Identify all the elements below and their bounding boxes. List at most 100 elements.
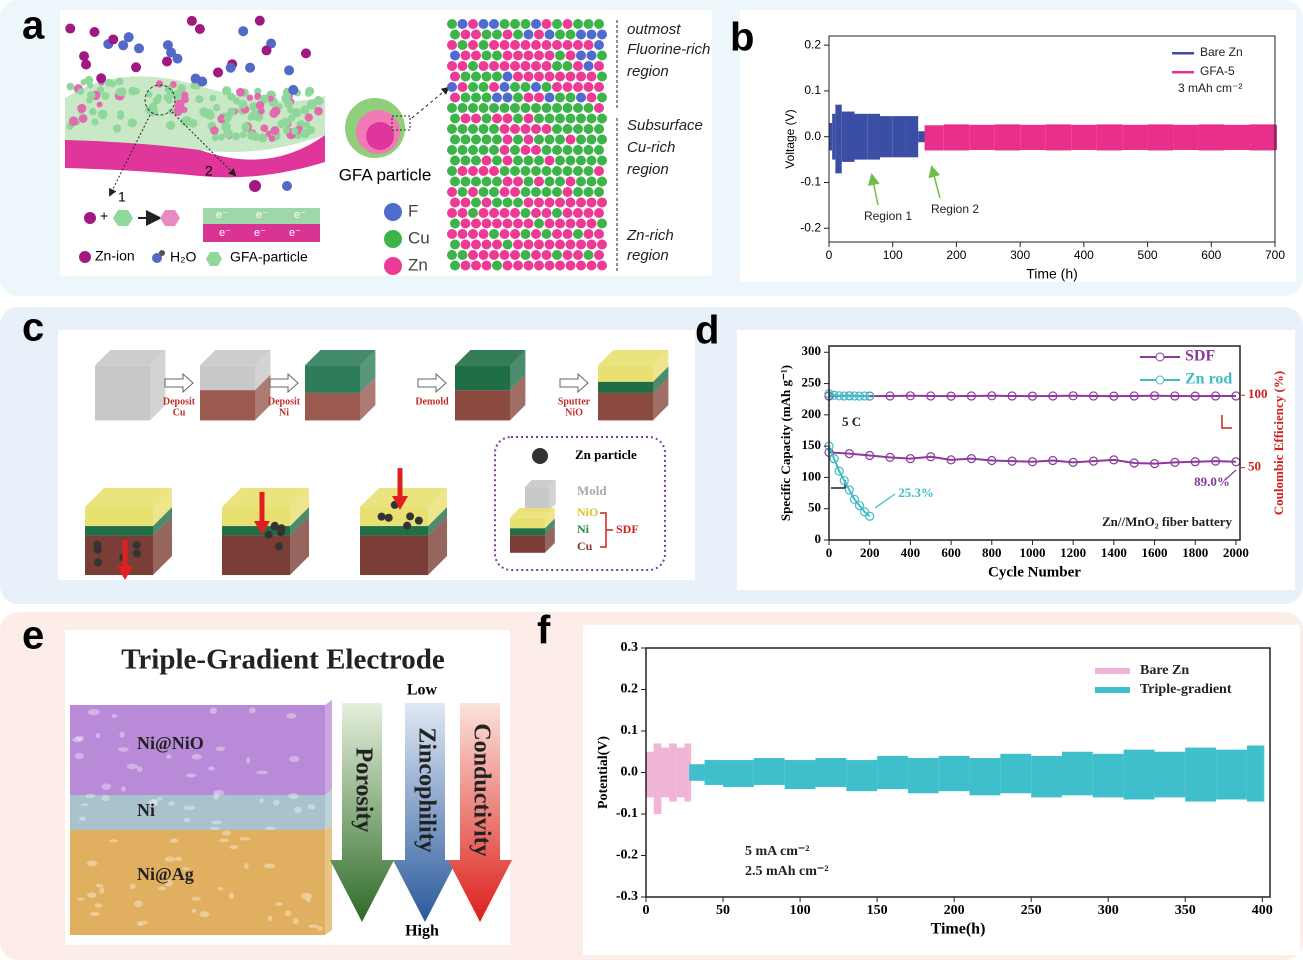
atom (478, 82, 489, 92)
step-arrow (164, 372, 194, 394)
bracket (600, 512, 613, 548)
atom (447, 187, 457, 197)
atom (499, 103, 510, 113)
zn-particle (275, 542, 284, 551)
band-segment (784, 760, 816, 790)
band-segment (943, 124, 970, 151)
cube-face (200, 365, 255, 391)
atom (597, 260, 607, 271)
atom (573, 250, 583, 260)
atom (520, 61, 531, 71)
legend-icon (206, 252, 222, 266)
marker (1109, 391, 1119, 401)
particle (242, 124, 250, 133)
pore (191, 896, 202, 901)
label: Mold (577, 483, 607, 498)
atom (492, 50, 502, 61)
zn-particle (93, 545, 102, 554)
label: High (405, 923, 439, 940)
atom (499, 19, 510, 29)
cube-top (222, 488, 310, 508)
marker (1210, 456, 1221, 466)
particle (78, 114, 88, 123)
atom (471, 50, 481, 61)
y-tick-label: 0.0 (804, 129, 821, 143)
cube-side (290, 507, 310, 536)
atom (555, 92, 565, 103)
atom (499, 250, 510, 260)
cube-top (95, 350, 166, 366)
panel-label: b (730, 16, 754, 60)
atom (510, 124, 520, 134)
x-tick-label: 200 (946, 248, 966, 262)
atom (478, 229, 489, 239)
panel-label: c (22, 306, 44, 350)
pore (199, 911, 210, 918)
label: Zn-rich (626, 227, 674, 244)
particle (155, 93, 162, 101)
pore (292, 917, 299, 925)
particle (146, 91, 153, 98)
marker (865, 511, 875, 521)
label: Conductivity (468, 723, 494, 856)
legend-label: GFA-5 (1200, 64, 1235, 78)
y-tick-label: 0 (815, 531, 822, 546)
atom (468, 229, 478, 239)
atom (583, 250, 594, 260)
ion (118, 40, 129, 51)
atom (541, 82, 552, 92)
atom (576, 50, 586, 61)
atom (457, 124, 468, 134)
atom (534, 176, 544, 187)
particle (77, 88, 85, 95)
atom (513, 71, 523, 82)
atom (468, 124, 478, 134)
pore (246, 757, 251, 764)
y-tick-label: 250 (802, 375, 822, 390)
particle (300, 128, 311, 139)
atom (544, 50, 555, 61)
atom (513, 260, 523, 271)
atom (460, 134, 471, 145)
pore (275, 902, 283, 907)
annotation: 25.3% (898, 485, 934, 500)
atom (586, 29, 597, 40)
atom (555, 113, 565, 124)
x-tick-label: 400 (1252, 903, 1273, 918)
atom (541, 166, 552, 176)
ion (225, 62, 236, 73)
atom (555, 29, 565, 40)
step-arrow (269, 372, 299, 394)
atom (586, 260, 597, 271)
ion (261, 45, 272, 56)
y-tick-label: 0.1 (804, 83, 821, 97)
atom (447, 103, 457, 113)
band-segment (994, 124, 1021, 151)
band-segment (753, 757, 785, 785)
atom (555, 260, 565, 271)
atom (468, 187, 478, 197)
zn-particle (377, 512, 386, 521)
band-segment (1045, 124, 1072, 151)
zn-particle (276, 528, 285, 537)
atom (594, 82, 604, 92)
arrow-head (117, 566, 133, 580)
ion (123, 32, 134, 43)
atom (555, 239, 565, 250)
band-segment (938, 755, 970, 792)
marker (926, 452, 936, 462)
hexagon (113, 210, 133, 226)
atom (489, 61, 499, 71)
cube-side (549, 480, 556, 511)
band-segment (1031, 755, 1062, 798)
cube-face (510, 535, 545, 553)
pore (137, 923, 144, 927)
atom (510, 208, 520, 218)
atom (583, 61, 594, 71)
particle (117, 110, 125, 118)
atom (531, 61, 541, 71)
atom (502, 29, 513, 40)
legend-label: Bare Zn (1200, 45, 1243, 59)
atom (450, 29, 460, 40)
particle (68, 116, 79, 127)
